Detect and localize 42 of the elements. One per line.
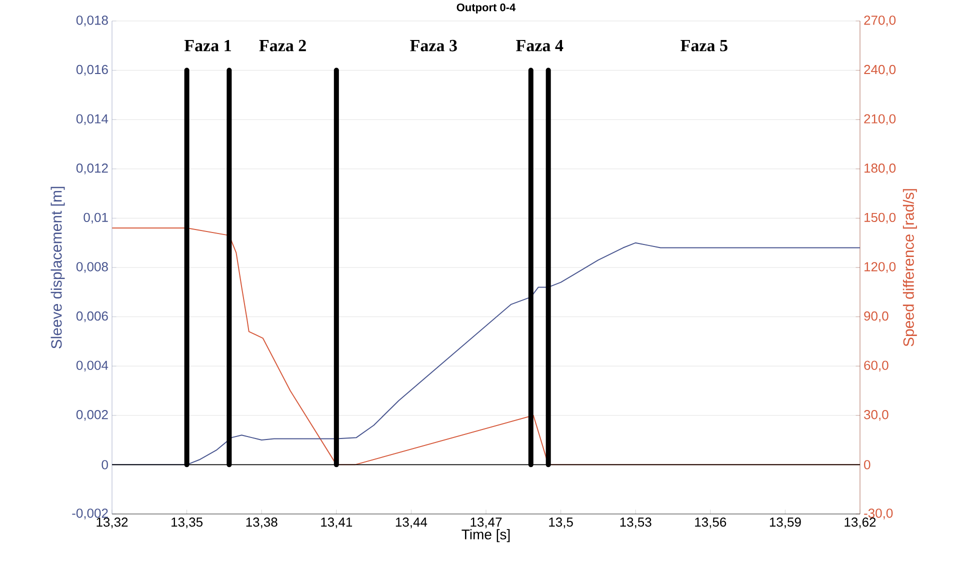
y-tick-label: 0,006 [76,311,108,322]
x-tick-label: 13,62 [844,518,876,528]
y2-tick-label: 210,0 [864,114,896,125]
y2-tick-label: 30,0 [864,410,888,421]
y2-tick-label: 240,0 [864,64,896,76]
y-tick-label: 0,012 [76,164,108,174]
y2-tick-label: -30,0 [864,508,893,520]
y-tick-label: 0,01 [84,212,108,224]
x-tick-label: 13,38 [246,518,278,528]
y2-tick-label: 180,0 [864,164,896,174]
chart-title: Outport 0-4 [456,4,516,14]
y-tick-label: 0,002 [76,410,108,421]
y-axis-title: Sleeve displacement [m] [50,186,65,349]
y-tick-label: 0,014 [76,114,108,125]
x-axis-title: Time [s] [462,529,510,542]
y-tick-label: 0,016 [76,64,108,76]
x-tick-label: 13,56 [695,518,726,528]
y2-tick-label: 270,0 [864,16,896,26]
y-tick-label: 0,008 [76,262,108,273]
annotation: Faza 3 [410,40,457,52]
y2-tick-label: 0 [864,460,870,470]
y2-tick-label: 120,0 [864,262,896,273]
annotation: Faza 5 [680,40,728,52]
x-tick-label: 13,44 [396,518,428,528]
x-tick-label: 13,35 [172,518,203,528]
x-tick-label: 13,5 [549,518,573,528]
x-tick-label: 13,59 [770,518,801,528]
y-tick-label: 0,018 [76,16,108,26]
y-tick-label: 0,004 [76,360,108,372]
x-tick-label: 13,41 [321,518,352,528]
annotation: Faza 2 [259,40,306,52]
y2-tick-label: 150,0 [864,212,896,224]
y-tick-label: 0 [102,460,108,470]
y-tick-label: -0,002 [72,508,108,520]
y2-axis-title: Speed difference [rad/s] [902,189,917,346]
y2-tick-label: 60,0 [864,360,888,372]
x-tick-label: 13,53 [620,518,652,528]
annotation: Faza 1 [184,40,231,52]
x-tick-label: 13,32 [96,518,128,528]
annotation: Faza 4 [516,40,564,52]
x-tick-label: 13,47 [470,518,502,528]
y2-tick-label: 90,0 [864,311,888,322]
